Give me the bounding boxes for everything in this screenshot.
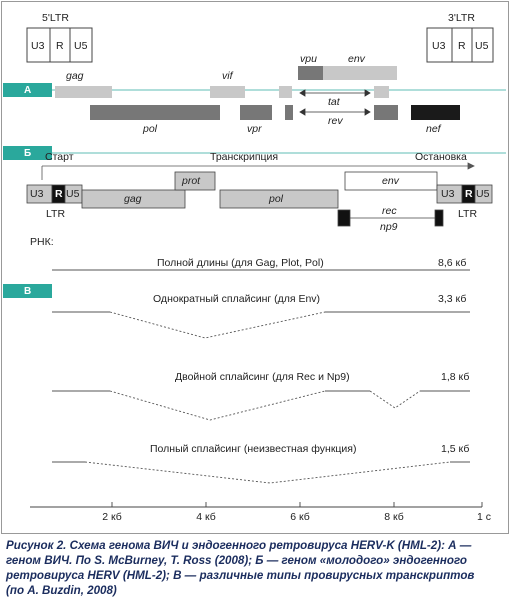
ltr-box: R — [55, 188, 63, 200]
shape — [3, 83, 52, 97]
label: В — [24, 286, 31, 297]
panel-label: В — [3, 284, 52, 298]
transcripts — [52, 269, 470, 484]
label: Б — [24, 148, 31, 159]
gene-label: vif — [222, 70, 234, 82]
shape — [174, 171, 216, 191]
shape — [3, 146, 52, 160]
gene-label: pol — [142, 123, 158, 135]
gene-label: nef — [426, 123, 442, 135]
shape — [337, 209, 351, 227]
shape — [323, 66, 397, 80]
ltr-box: U5 — [66, 188, 80, 200]
start-label: Старт — [45, 151, 74, 163]
scale-label: 1 с — [477, 511, 491, 523]
shape — [467, 162, 475, 170]
gene-label: env — [382, 175, 400, 187]
scale-label: 4 кб — [196, 511, 216, 523]
caption-line: Рисунок 2. Схема генома ВИЧ и эндогенног… — [6, 539, 472, 552]
shape — [411, 105, 460, 120]
caption-line: геном ВИЧ. По S. McBurney, T. Ross (2008… — [6, 554, 467, 567]
rna-label: РНК: — [30, 236, 54, 248]
ltr-label: LTR — [46, 208, 65, 220]
gene-label: np9 — [380, 221, 398, 233]
herv-genome — [26, 171, 493, 227]
transcription-arrow — [41, 162, 475, 180]
transcript-name: Однократный сплайсинг (для Env) — [153, 293, 320, 305]
gene-label: tat — [328, 96, 341, 108]
shape — [3, 284, 52, 298]
shape — [210, 86, 245, 98]
ltr-box: U5 — [476, 188, 490, 200]
shape — [69, 27, 93, 63]
ltr-boxes — [26, 27, 494, 63]
shape — [471, 27, 494, 63]
shape — [109, 311, 326, 339]
gene-label: env — [348, 53, 366, 65]
ltr-box: U3 — [441, 188, 455, 200]
gene-label: rec — [382, 205, 397, 217]
shape — [90, 105, 220, 120]
ltr-label: 3'LTR — [448, 12, 475, 24]
caption-line: (по A. Buzdin, 2008) — [6, 584, 117, 597]
ltr-box: U5 — [475, 40, 489, 52]
transcript-size: 8,6 кб — [438, 257, 466, 269]
transcript-size: 1,5 кб — [441, 443, 469, 455]
shape — [55, 86, 112, 98]
gene-label: pol — [268, 193, 284, 205]
transcription-label: Транскрипция — [210, 151, 278, 163]
caption: Рисунок 2. Схема генома ВИЧ и эндогенног… — [6, 538, 506, 598]
caption-line: ретровируса HERV (HML-2); В — различные … — [6, 569, 475, 582]
transcript-name: Полной длины (для Gag, Plot, Pol) — [157, 257, 324, 269]
shape — [109, 390, 421, 421]
scale-label: 2 кб — [102, 511, 122, 523]
transcript-size: 3,3 кб — [438, 293, 466, 305]
frame — [1, 1, 509, 534]
ltr-box: U3 — [30, 188, 44, 200]
diagram: 5'LTR U3 R U5 3'LTR U3 R U5 А gag vif vp… — [1, 1, 509, 534]
shape — [474, 184, 493, 204]
shape — [374, 105, 398, 120]
shape — [84, 461, 451, 484]
stop-label: Остановка — [415, 151, 467, 163]
scale-label: 6 кб — [290, 511, 310, 523]
shape — [299, 108, 371, 116]
shape — [374, 86, 389, 98]
scale-label: 8 кб — [384, 511, 404, 523]
ltr-box: U3 — [31, 40, 45, 52]
shape — [298, 66, 323, 80]
ltr-label: 5'LTR — [42, 12, 69, 24]
ltr-label: LTR — [458, 208, 477, 220]
shape — [285, 105, 293, 120]
transcript-name: Полный сплайсинг (неизвестная функция) — [150, 443, 356, 455]
gene-label: vpr — [247, 123, 262, 135]
shape — [299, 89, 371, 97]
shape — [240, 105, 272, 120]
shape — [434, 209, 444, 227]
label: А — [24, 85, 31, 96]
panel-label: Б — [3, 146, 506, 160]
shape — [344, 171, 438, 191]
ltr-box: R — [56, 40, 64, 52]
shape — [219, 189, 339, 209]
shape — [81, 189, 186, 209]
ltr-box: R — [465, 188, 473, 200]
shape — [299, 89, 371, 116]
scale-axis — [30, 502, 483, 508]
gene-label: vpu — [300, 53, 317, 65]
gene-label: gag — [124, 193, 142, 205]
transcript-size: 1,8 кб — [441, 371, 469, 383]
ltr-box: R — [458, 40, 466, 52]
gene-label: prot — [181, 175, 201, 187]
transcript-name: Двойной сплайсинг (для Rec и Np9) — [175, 371, 350, 383]
ltr-box: U5 — [74, 40, 88, 52]
genes — [55, 66, 460, 120]
ltr-box: U3 — [432, 40, 446, 52]
gene-label: gag — [66, 70, 84, 82]
shape — [279, 86, 292, 98]
gene-label: rev — [328, 115, 343, 127]
